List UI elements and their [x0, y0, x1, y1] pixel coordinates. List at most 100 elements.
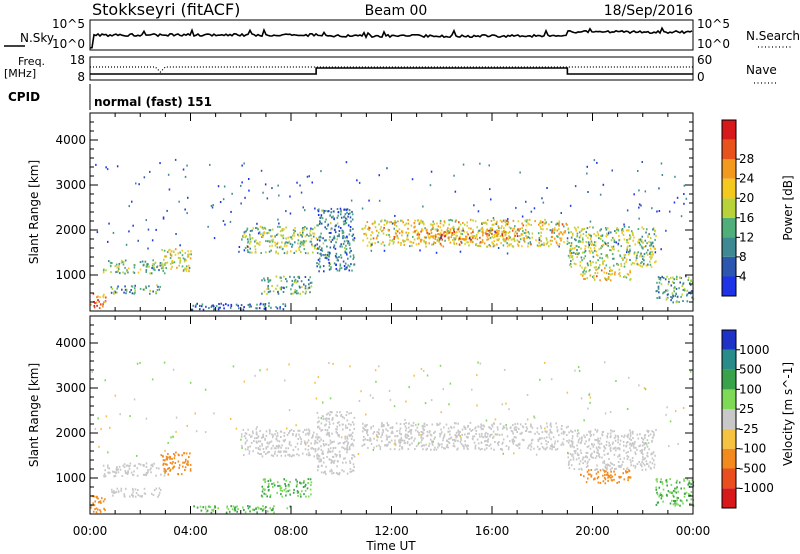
velocity-cell [621, 463, 623, 466]
velocity-cell [350, 423, 352, 426]
velocity-cell [320, 448, 323, 451]
velocity-cell [642, 438, 644, 441]
velocity-cell [585, 440, 587, 443]
velocity-cell [320, 471, 323, 474]
power-cell [605, 243, 608, 246]
velocity-cell [298, 429, 301, 432]
velocity-cell [307, 448, 310, 451]
power-cell [687, 276, 690, 279]
power-cell [514, 230, 517, 233]
velocity-cell [362, 426, 364, 429]
power-cell [310, 237, 313, 240]
power-cell [500, 242, 502, 245]
power-cell [495, 235, 498, 238]
power-cell [108, 260, 110, 263]
velocity-cell [627, 450, 629, 453]
velocity-cell [682, 502, 684, 505]
velocity-cell [286, 427, 288, 430]
power-cell [152, 268, 155, 271]
power-cell [636, 263, 639, 266]
velocity-cell [391, 431, 394, 434]
power-cell [333, 228, 336, 231]
velocity-cell [98, 445, 100, 448]
velocity-cell [303, 493, 305, 496]
power-cell [574, 185, 577, 188]
power-cell [277, 225, 279, 228]
velocity-cell [362, 430, 364, 433]
velocity-cell [292, 449, 295, 451]
velocity-cell [346, 447, 348, 449]
power-cell [318, 208, 320, 211]
velocity-cell [460, 436, 462, 439]
velocity-cell [550, 438, 552, 441]
velocity-cell [102, 464, 105, 467]
power-cell [145, 286, 148, 289]
velocity-cell [289, 505, 292, 508]
velocity-cell [304, 448, 307, 451]
power-cell [290, 288, 292, 291]
power-cell [641, 261, 643, 264]
power-cell [254, 240, 256, 243]
velocity-cell [515, 426, 518, 429]
power-cell [566, 243, 569, 245]
velocity-cell [462, 444, 464, 447]
power-cell [478, 244, 480, 247]
velocity-cell [630, 464, 632, 467]
power-cell [277, 184, 279, 187]
power-cell [312, 235, 315, 238]
velocity-cell [270, 454, 273, 457]
power-cell [172, 250, 175, 253]
velocity-cell [275, 447, 277, 450]
velocity-cell [349, 470, 352, 473]
power-cell [344, 251, 347, 254]
velocity-cell [107, 466, 109, 469]
power-cell [541, 221, 544, 224]
velocity-cell [576, 435, 579, 438]
velocity-cell [262, 505, 264, 508]
power-cell [268, 305, 270, 308]
power-cell [299, 184, 301, 187]
velocity-cell [362, 422, 364, 425]
velocity-cell [300, 438, 302, 441]
velocity-cell [351, 469, 354, 472]
power-cell [617, 229, 620, 232]
colorbar-swatch [722, 488, 736, 508]
velocity-cell [448, 437, 450, 440]
power-cell [498, 238, 500, 241]
power-cell [150, 272, 153, 275]
velocity-cell [674, 410, 677, 413]
velocity-cell [255, 428, 257, 431]
power-cell [489, 236, 492, 239]
power-cell [271, 244, 273, 247]
velocity-cell [366, 439, 369, 441]
velocity-cell [250, 441, 253, 444]
velocity-cell [120, 489, 122, 492]
velocity-cell [447, 427, 450, 430]
power-cell [371, 243, 373, 246]
power-cell [525, 220, 528, 223]
power-cell [626, 247, 628, 250]
velocity-cell [659, 480, 662, 483]
velocity-cell [651, 430, 653, 433]
velocity-cell [682, 407, 685, 409]
power-cell [246, 228, 248, 231]
power-cell [132, 270, 135, 273]
velocity-cell [592, 445, 595, 448]
velocity-cell [248, 450, 251, 453]
velocity-cell [287, 453, 289, 456]
velocity-cell [498, 433, 501, 436]
velocity-cell [244, 511, 247, 514]
power-cell [114, 291, 117, 294]
velocity-cell [318, 460, 320, 463]
power-cell [242, 308, 245, 311]
power-cell [514, 225, 516, 228]
power-cell [338, 230, 341, 232]
power-cell [432, 243, 435, 246]
power-cell [310, 240, 313, 243]
velocity-cell [248, 433, 251, 436]
velocity-cell [444, 447, 446, 450]
power-cell [665, 229, 667, 232]
velocity-cell [399, 423, 402, 425]
velocity-cell [339, 455, 341, 458]
velocity-cell [262, 478, 265, 481]
